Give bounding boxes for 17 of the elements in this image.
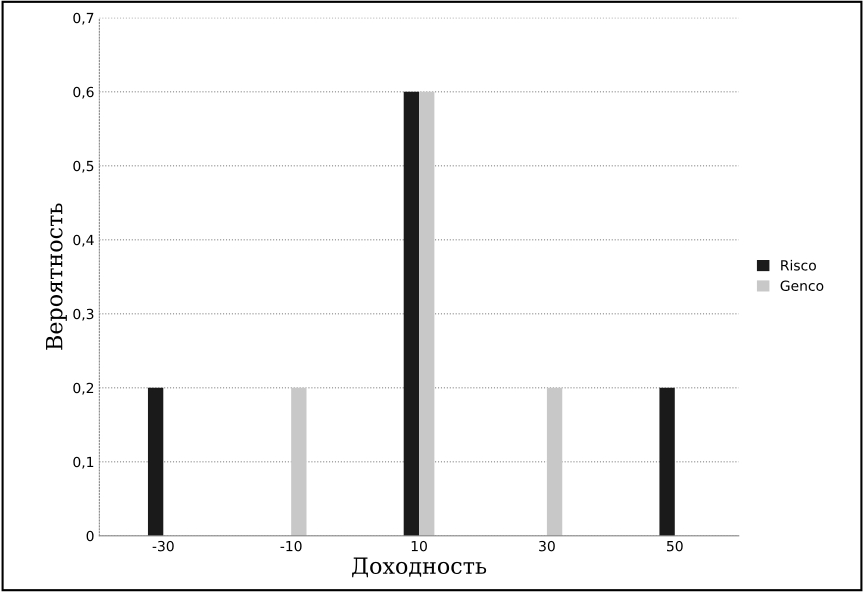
x-axis-title: Доходность [352,558,486,578]
legend-label: Genco [780,280,824,291]
x-tick-label: 10 [412,540,427,552]
x-tick-label: 50 [667,540,683,552]
x-tick-label: -30 [152,540,174,552]
y-tick-label: 0,2 [73,382,94,395]
y-tick-label: 0,3 [73,308,94,321]
x-tick-label: -10 [280,540,302,552]
y-tick-label: 0 [86,530,94,542]
y-tick-label: 0,7 [73,12,94,25]
y-axis-title: Вероятность [46,203,67,350]
y-tick-label: 0,5 [73,160,94,173]
y-tick-label: 0,1 [73,456,94,469]
y-tick-label: 0,4 [73,234,94,247]
y-tick-label: 0,6 [73,86,94,99]
x-tick-label: 30 [539,540,555,552]
legend-label: Risco [781,260,816,271]
